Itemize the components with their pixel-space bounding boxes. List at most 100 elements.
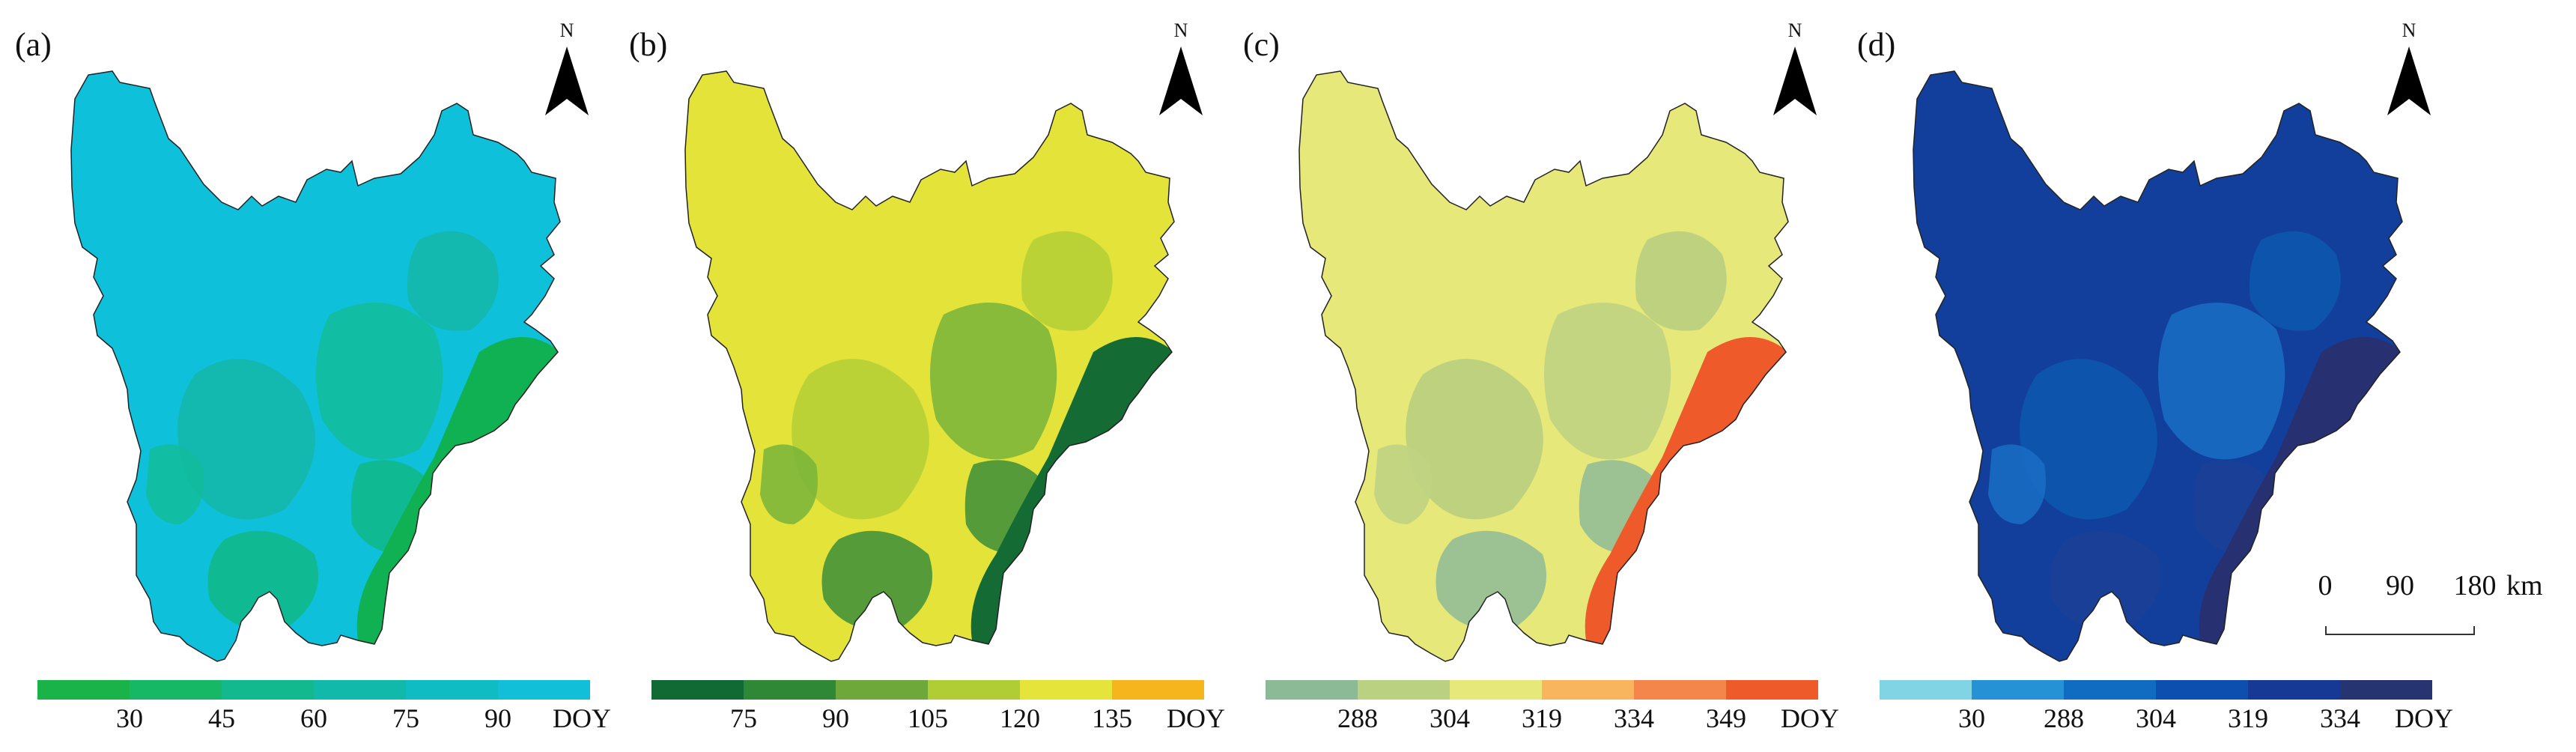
map-region — [1298, 70, 1789, 662]
legend-ticks: 30 288 304 319 334 — [1880, 703, 2464, 740]
map-value-zone — [930, 303, 1057, 460]
legend-tick-label: 30 — [116, 703, 143, 733]
map-panel-d: (d) N 30 288 304 319 334 DOY — [1842, 0, 2456, 752]
legend-tick-label: 135 — [1092, 703, 1132, 733]
legend-swatch — [1634, 680, 1726, 700]
map-value-zone — [1544, 303, 1671, 460]
map-value-zone — [1374, 444, 1432, 524]
north-arrow-icon — [1159, 46, 1203, 115]
panel-label: (d) — [1857, 26, 1896, 63]
north-letter: N — [559, 19, 574, 41]
legend-bar — [1880, 680, 2432, 700]
map-value-zone — [407, 231, 499, 331]
legend-swatch — [498, 680, 590, 700]
legend-tick-label: 288 — [1337, 703, 1378, 733]
legend-swatch — [744, 680, 836, 700]
legend-tick-label: 304 — [2136, 703, 2176, 733]
legend-swatch — [1266, 680, 1358, 700]
legend-unit: DOY — [1781, 703, 1839, 733]
map-value-zone-edge — [970, 337, 1174, 644]
north-arrow: N — [2387, 19, 2431, 115]
legend-tick-label: 90 — [822, 703, 849, 733]
legend-tick-label: 319 — [2228, 703, 2268, 733]
map-value-zone-edge — [1585, 337, 1788, 644]
north-arrow: N — [544, 19, 589, 115]
scale-unit: km — [2506, 570, 2543, 601]
scale-bar: 0 90 180 km — [2310, 569, 2565, 644]
north-letter: N — [1173, 19, 1188, 41]
legend-swatch — [1112, 680, 1204, 700]
map-value-zone — [1635, 231, 1727, 331]
north-arrow-icon — [2387, 46, 2431, 115]
legend-tick-label: 45 — [208, 703, 235, 733]
map-value-zone — [1406, 359, 1543, 520]
north-letter: N — [2402, 19, 2416, 41]
map-value-zone — [1436, 530, 1546, 631]
panel-label: (a) — [15, 26, 52, 63]
map-value-zone — [207, 530, 318, 631]
north-arrow: N — [1772, 19, 1817, 115]
panel-label: (c) — [1243, 26, 1280, 63]
region-outline — [1298, 70, 1789, 662]
legend-tick-label: 75 — [392, 703, 419, 733]
map-value-zone — [821, 530, 932, 631]
map-value-zone — [2250, 231, 2341, 331]
scale-label-0: 0 — [2318, 570, 2333, 601]
legend-tick-label: 288 — [2044, 703, 2084, 733]
legend-bar — [651, 680, 1204, 700]
region-outline — [684, 70, 1175, 662]
north-arrow-icon — [1773, 46, 1817, 115]
legend-unit: DOY — [2395, 703, 2453, 733]
map-region — [70, 70, 561, 662]
map-panel-a: (a) N 30 45 60 75 90 DOY — [0, 0, 614, 752]
legend-tick-label: 30 — [1958, 703, 1985, 733]
legend-swatch — [1726, 680, 1818, 700]
legend-tick-label: 90 — [484, 703, 511, 733]
map-region — [1913, 70, 2403, 662]
map-value-zone — [1021, 231, 1113, 331]
panel-label: (b) — [629, 26, 668, 63]
north-letter: N — [1787, 19, 1802, 41]
legend-swatch — [2064, 680, 2156, 700]
map-value-zone — [760, 444, 818, 524]
scale-label-90: 90 — [2386, 570, 2414, 601]
legend-tick-label: 349 — [1706, 703, 1746, 733]
legend-tick-label: 60 — [300, 703, 327, 733]
scale-bar-line — [2325, 626, 2475, 635]
legend-bar — [37, 680, 590, 700]
map-value-zone — [177, 359, 315, 520]
north-arrow: N — [1158, 19, 1203, 115]
legend-swatch — [222, 680, 314, 700]
legend-swatch — [1880, 680, 1972, 700]
map-value-zone — [2020, 359, 2157, 520]
map-value-zone — [2158, 303, 2285, 460]
map-panel-b: (b) N 75 90 105 120 135 DOY — [614, 0, 1228, 752]
legend-swatch — [2248, 680, 2340, 700]
legend-tick-label: 75 — [730, 703, 757, 733]
north-arrow-icon — [545, 46, 589, 115]
legend-swatch — [406, 680, 498, 700]
legend-ticks: 30 45 60 75 90 — [37, 703, 622, 740]
map-value-zone — [316, 303, 443, 460]
map-value-zone — [2050, 530, 2160, 631]
legend-tick-label: 319 — [1522, 703, 1562, 733]
legend-swatch — [928, 680, 1020, 700]
legend-unit: DOY — [1167, 703, 1225, 733]
region-outline — [1913, 70, 2403, 662]
legend-swatch — [37, 680, 130, 700]
legend-swatch — [651, 680, 744, 700]
legend-swatch — [2340, 680, 2432, 700]
legend-swatch — [1542, 680, 1634, 700]
legend-unit: DOY — [553, 703, 611, 733]
legend-tick-label: 105 — [908, 703, 948, 733]
map-panel-c: (c) N 288 304 319 334 349 DOY — [1228, 0, 1842, 752]
map-value-zone — [146, 444, 204, 524]
legend-tick-label: 334 — [1614, 703, 1654, 733]
legend-swatch — [2156, 680, 2248, 700]
legend-swatch — [130, 680, 222, 700]
map-value-zone-edge — [2199, 337, 2402, 644]
scale-label-180: 180 — [2453, 570, 2497, 601]
legend-tick-label: 120 — [1000, 703, 1040, 733]
legend-swatch — [1972, 680, 2064, 700]
legend-bar — [1266, 680, 1818, 700]
